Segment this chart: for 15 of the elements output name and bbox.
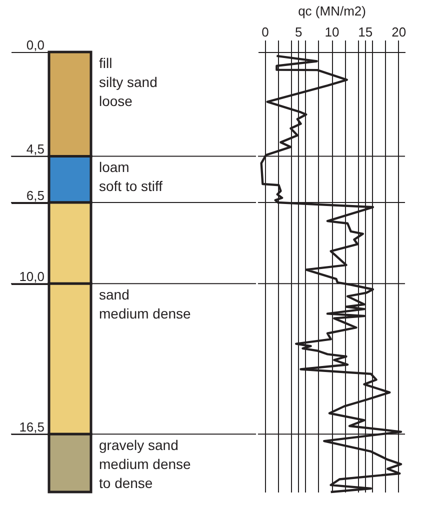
y-tick-label: 16,5 — [19, 420, 44, 435]
x-tick-label: 5 — [294, 24, 302, 40]
x-tick-label: 0 — [262, 24, 269, 40]
series-label: fill silty sand loose — [99, 55, 158, 109]
x-axis-title: qc (MN/m2) — [298, 4, 366, 18]
y-tick-label: 10,0 — [19, 269, 44, 284]
series-label: loam soft to stiff — [99, 159, 163, 194]
series-label: sand medium dense — [99, 286, 192, 322]
y-tick-label: 4,5 — [26, 142, 44, 157]
y-tick-label: 0,0 — [26, 38, 44, 52]
y-tick-label: 6,5 — [26, 188, 44, 204]
x-tick-label: 20 — [392, 24, 406, 40]
x-tick-label: 10 — [324, 24, 340, 40]
x-tick-label: 15 — [358, 24, 373, 40]
series-label: gravely sand medium dense to dense — [99, 437, 192, 492]
